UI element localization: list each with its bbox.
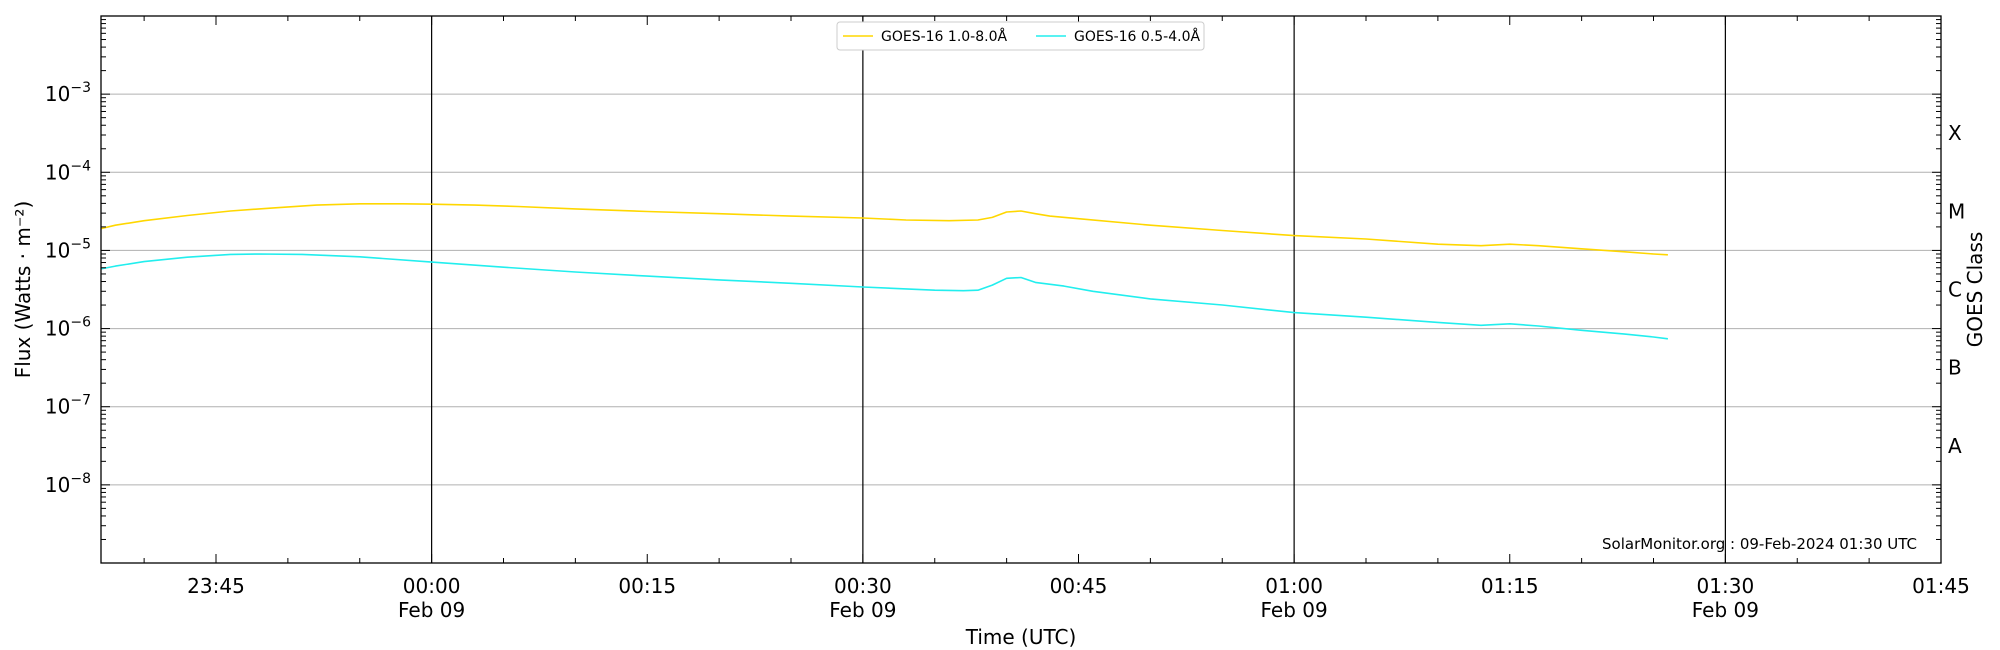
legend: GOES-16 1.0-8.0Å GOES-16 0.5-4.0Å: [836, 21, 1205, 51]
y-tick-base: 10: [45, 317, 70, 341]
x-tick-label: 00:30: [834, 574, 892, 598]
goes-class-axis-title: GOES Class: [1963, 232, 1987, 348]
series-line-1: [100, 203, 1668, 256]
y-tick-exponent: −8: [70, 471, 91, 487]
goes-class-label: A: [1948, 434, 1962, 458]
legend-box: [836, 21, 1205, 51]
y-tick-label: 10−7: [45, 393, 91, 419]
y-axis-title: Flux (Watts · m⁻²): [11, 201, 35, 379]
x-tick-label: 01:30: [1697, 574, 1755, 598]
x-tick-label: 00:45: [1050, 574, 1108, 598]
y-tick-label: 10−6: [45, 315, 91, 341]
x-axis-title: Time (UTC): [965, 625, 1077, 649]
goes-class-label: X: [1948, 121, 1962, 145]
x-tick-date-label: Feb 09: [829, 598, 896, 622]
goes-class-label: B: [1948, 356, 1962, 380]
series-line-2: [100, 253, 1668, 340]
x-tick-label: 23:45: [187, 574, 245, 598]
tick-marks: [101, 15, 1942, 564]
y-tick-label: 10−5: [45, 236, 91, 262]
y-tick-base: 10: [45, 82, 70, 106]
event-lines: [431, 16, 1726, 563]
x-tick-date-label: Feb 09: [398, 598, 465, 622]
legend-label-series-1: GOES-16 1.0-8.0Å: [881, 28, 1007, 45]
x-tick-label: 00:15: [618, 574, 676, 598]
y-tick-base: 10: [45, 238, 70, 262]
y-tick-label: 10−8: [45, 471, 91, 497]
x-tick-label: 01:00: [1265, 574, 1323, 598]
y-tick-exponent: −7: [70, 393, 91, 409]
goes-class-label: C: [1948, 278, 1962, 302]
y-tick-exponent: −5: [70, 236, 91, 252]
y-tick-base: 10: [45, 473, 70, 497]
x-tick-date-label: Feb 09: [1261, 598, 1328, 622]
credit-annotation: SolarMonitor.org : 09-Feb-2024 01:30 UTC: [1602, 535, 1917, 553]
y-tick-exponent: −4: [70, 158, 91, 174]
x-tick-label: 01:45: [1912, 574, 1970, 598]
y-tick-label: 10−3: [45, 80, 91, 106]
x-tick-label: 01:15: [1481, 574, 1539, 598]
y-tick-exponent: −3: [70, 80, 91, 96]
x-tick-date-label: Feb 09: [1692, 598, 1759, 622]
legend-label-series-2: GOES-16 0.5-4.0Å: [1074, 28, 1200, 45]
gridlines: [101, 93, 1941, 486]
y-tick-label: 10−4: [45, 158, 91, 184]
goes-class-label: M: [1948, 199, 1965, 223]
x-tick-label: 00:00: [403, 574, 461, 598]
y-tick-base: 10: [45, 160, 70, 184]
plot-frame: [100, 15, 1942, 564]
y-tick-exponent: −6: [70, 315, 91, 331]
series-lines: [100, 203, 1668, 340]
y-tick-base: 10: [45, 395, 70, 419]
